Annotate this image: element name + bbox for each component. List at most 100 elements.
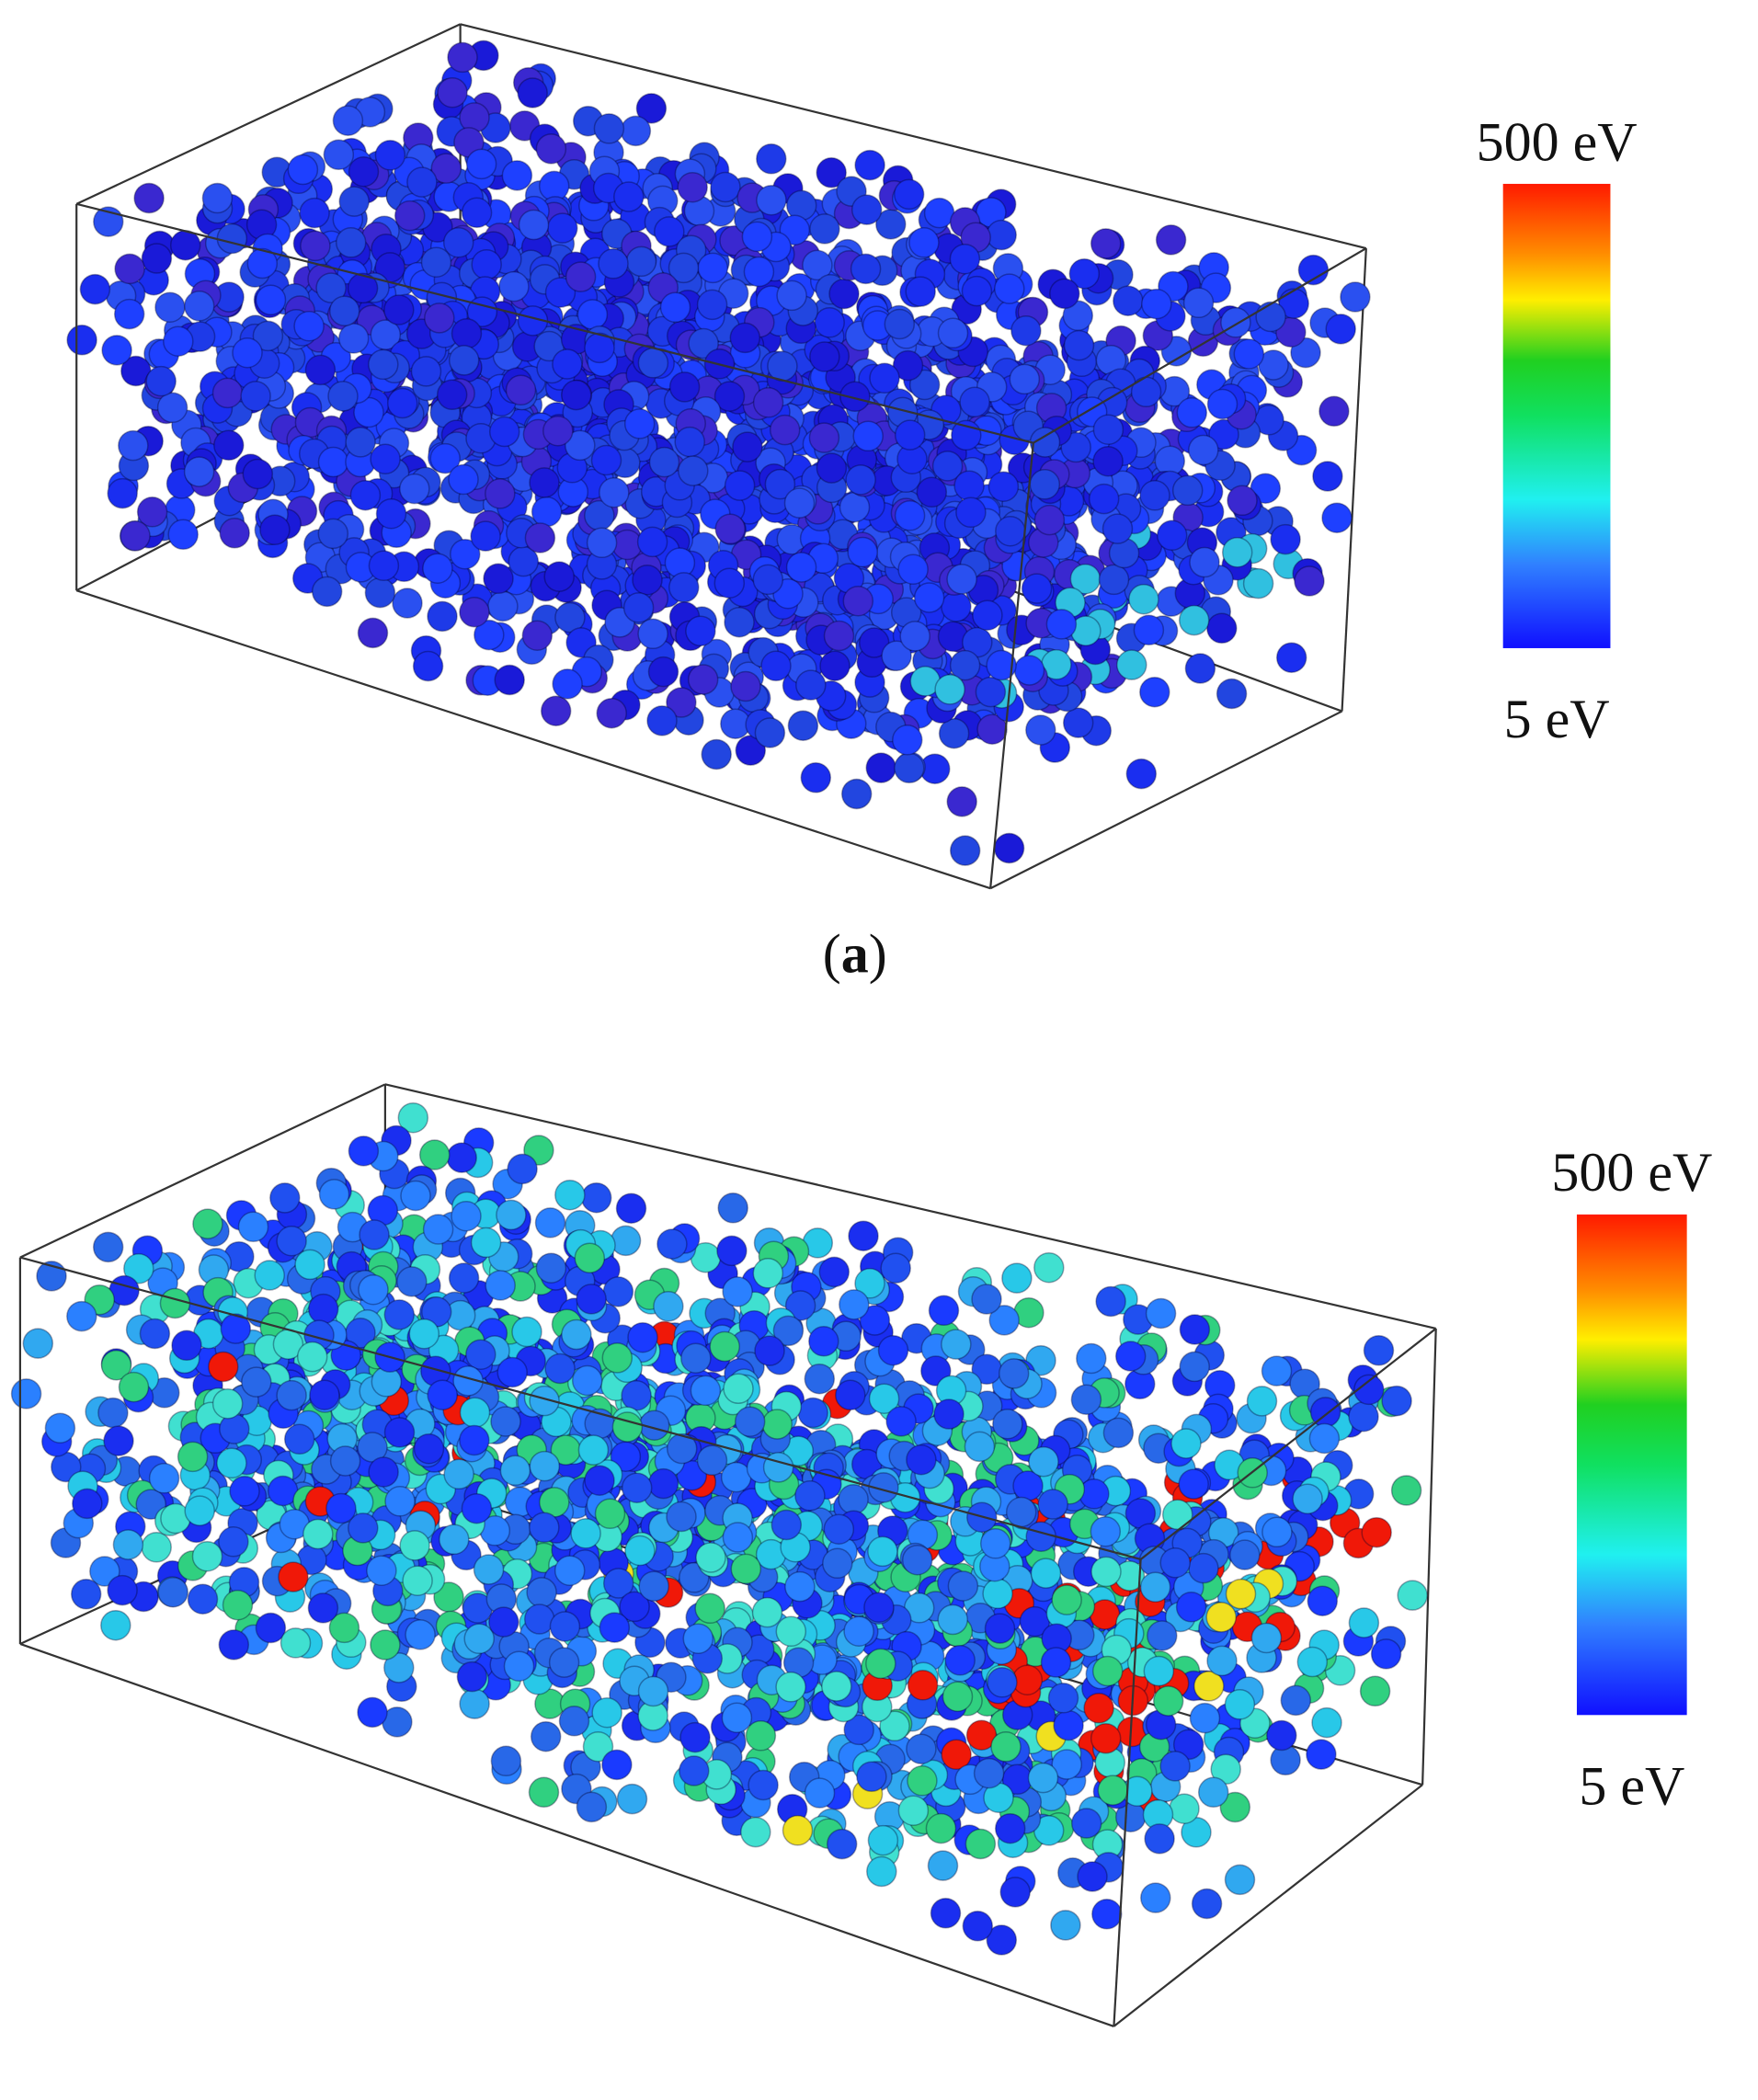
atom	[1114, 1341, 1147, 1372]
atom	[979, 1528, 1011, 1559]
atom	[375, 497, 407, 530]
atom	[741, 221, 773, 253]
atom	[463, 1623, 495, 1655]
atom	[679, 1755, 710, 1786]
atom	[627, 1321, 658, 1353]
atom	[992, 1408, 1023, 1440]
atom	[947, 1570, 979, 1602]
atom	[1261, 1355, 1293, 1387]
atom	[745, 1720, 777, 1752]
atom	[218, 1526, 249, 1558]
atom	[1321, 502, 1353, 533]
atom	[995, 515, 1026, 547]
atom	[1040, 1647, 1072, 1678]
atom	[211, 377, 244, 409]
atom	[459, 1397, 491, 1429]
atom	[599, 476, 630, 508]
atom	[470, 1227, 502, 1259]
atom	[383, 1417, 416, 1448]
atom	[949, 835, 981, 866]
atom	[709, 1330, 740, 1363]
atom	[1171, 474, 1204, 507]
atom	[994, 273, 1025, 304]
atom	[345, 427, 376, 458]
atom	[156, 392, 188, 424]
atom	[304, 354, 337, 386]
atom	[1227, 485, 1258, 517]
atom	[637, 1675, 669, 1707]
atom	[894, 500, 926, 531]
atom	[294, 1249, 325, 1281]
atom	[531, 496, 563, 528]
atom	[785, 552, 817, 583]
atom	[729, 322, 761, 354]
atom	[930, 1898, 962, 1929]
atom	[406, 166, 438, 198]
atom	[287, 154, 319, 186]
atom	[436, 379, 468, 411]
atom	[596, 697, 627, 729]
atom	[804, 1777, 836, 1809]
atom	[1220, 307, 1251, 338]
atom	[964, 1431, 996, 1463]
atom	[906, 1733, 937, 1764]
atom	[1296, 1646, 1329, 1678]
atom	[283, 1423, 315, 1455]
atom	[1141, 288, 1172, 320]
atom	[901, 1544, 933, 1576]
atom	[620, 115, 652, 147]
atom	[1155, 224, 1187, 256]
atom	[928, 1295, 960, 1327]
atom	[897, 1795, 930, 1826]
atom	[1077, 1861, 1108, 1892]
atom	[191, 1540, 223, 1572]
atom	[497, 1356, 528, 1388]
atom	[748, 1769, 779, 1801]
atom	[1270, 523, 1301, 555]
atom	[953, 470, 985, 501]
atom	[816, 157, 847, 188]
atom	[622, 592, 655, 623]
atom	[762, 1452, 794, 1483]
colorbar-min-label: 5 eV	[1504, 689, 1610, 749]
atom	[955, 496, 987, 529]
atom	[465, 148, 497, 180]
atom	[255, 284, 287, 315]
atom	[278, 1561, 309, 1592]
atom	[219, 518, 250, 549]
atom	[775, 1672, 806, 1703]
atom	[503, 1650, 535, 1682]
atom	[1266, 1719, 1297, 1752]
atom	[838, 1483, 869, 1515]
atom	[994, 1812, 1026, 1844]
atom	[648, 446, 680, 478]
atom	[499, 1455, 531, 1487]
atom	[485, 478, 516, 509]
atom	[1033, 504, 1066, 536]
atom	[338, 186, 370, 217]
atom	[623, 408, 656, 439]
atom	[222, 1589, 254, 1621]
atom	[529, 1450, 561, 1482]
atom	[590, 444, 622, 476]
atom	[819, 650, 850, 681]
atom	[276, 1379, 307, 1411]
atom	[1092, 414, 1124, 445]
atom	[717, 1193, 748, 1224]
atom	[561, 1318, 592, 1351]
atom	[552, 348, 583, 380]
atom	[646, 705, 678, 736]
atom	[1178, 1468, 1209, 1500]
atom	[521, 620, 554, 651]
atom	[325, 1492, 357, 1524]
atom	[722, 1276, 753, 1307]
atom	[232, 337, 263, 369]
atom	[1246, 1386, 1278, 1417]
atom	[154, 291, 186, 323]
atom	[141, 243, 173, 274]
atom	[405, 1619, 436, 1650]
atom	[1189, 546, 1220, 578]
atom	[317, 446, 349, 478]
atom	[1090, 1515, 1122, 1547]
atom	[1159, 1546, 1191, 1579]
